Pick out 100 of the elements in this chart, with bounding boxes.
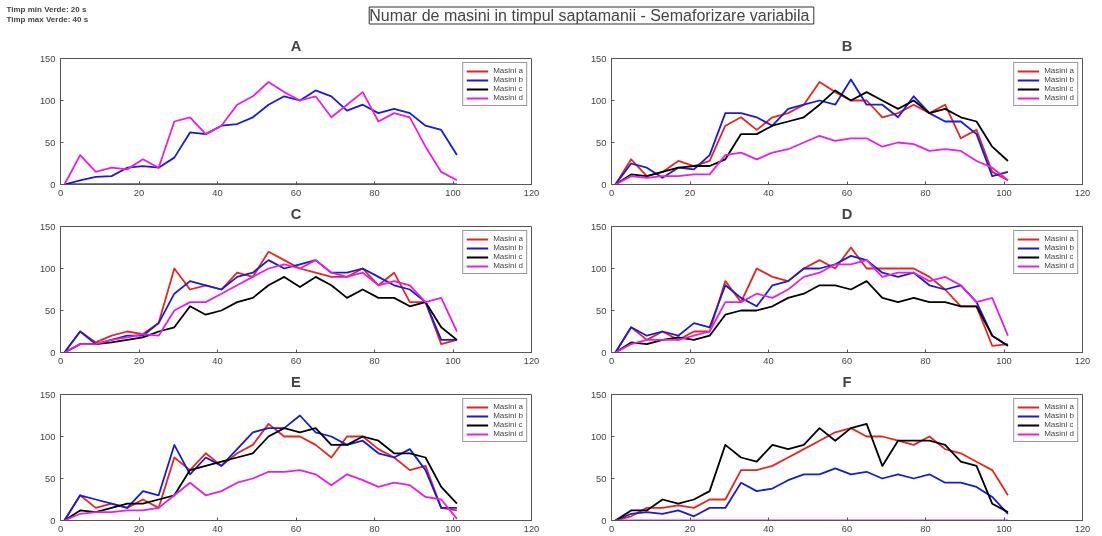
x-tick-label: 100 [445, 523, 461, 534]
y-tick-label: 50 [45, 473, 56, 484]
x-tick-label: 120 [523, 355, 540, 366]
x-tick-label: 60 [841, 187, 853, 198]
y-tick-label: 150 [39, 389, 56, 400]
legend-label: Masini c [1044, 252, 1074, 261]
x-tick-label: 120 [1074, 187, 1091, 198]
line-series [614, 134, 1009, 185]
x-tick-label: 20 [684, 187, 696, 198]
y-tick-label: 100 [590, 263, 607, 274]
x-tick-label: 80 [920, 187, 931, 198]
legend-label: Masini b [1044, 75, 1074, 84]
y-tick-label: 0 [50, 179, 56, 190]
y-tick-label: 0 [50, 515, 56, 526]
x-tick-label: 40 [763, 355, 774, 366]
legend-label: Masini a [1044, 234, 1074, 243]
text: Timp max Verde: 40 s [6, 15, 89, 24]
y-tick-label: 50 [596, 473, 607, 484]
x-tick-label: 60 [290, 355, 302, 366]
chart-title: D [841, 205, 853, 222]
legend-label: Masini a [493, 66, 523, 75]
x-tick-label: 40 [763, 523, 774, 534]
legend-label: Masini d [1044, 429, 1074, 438]
x-tick-label: 60 [841, 523, 853, 534]
x-tick-label: 80 [369, 523, 380, 534]
x-tick-label: 0 [57, 355, 64, 366]
y-tick-label: 100 [39, 431, 56, 442]
x-tick-label: 120 [1074, 523, 1091, 534]
chart-title: E [291, 373, 302, 390]
y-tick-label: 100 [590, 431, 607, 442]
x-tick-label: 80 [920, 355, 931, 366]
x-tick-label: 100 [996, 187, 1012, 198]
x-tick-label: 100 [996, 355, 1012, 366]
y-tick-label: 50 [596, 305, 607, 316]
y-tick-label: 0 [601, 179, 607, 190]
line-series [63, 469, 458, 521]
chart-title: F [842, 373, 852, 390]
x-tick-label: 120 [523, 187, 540, 198]
y-tick-label: 0 [50, 347, 56, 358]
legend-label: Masini a [493, 402, 523, 411]
x-tick-label: 120 [1074, 355, 1091, 366]
legend-label: Masini a [1044, 402, 1074, 411]
y-tick-label: 50 [45, 137, 56, 148]
chart-title: C [290, 205, 302, 222]
y-tick-label: 100 [39, 263, 56, 274]
legend-label: Masini d [1044, 261, 1074, 270]
legend-label: Masini a [493, 234, 523, 243]
x-tick-label: 0 [608, 355, 615, 366]
legend-label: Masini d [1044, 93, 1074, 102]
legend-label: Masini b [493, 411, 523, 420]
y-tick-label: 0 [601, 347, 607, 358]
x-tick-label: 40 [212, 187, 223, 198]
x-tick-label: 20 [133, 187, 145, 198]
x-tick-label: 120 [523, 523, 540, 534]
x-tick-label: 40 [763, 187, 774, 198]
x-tick-label: 100 [445, 187, 461, 198]
x-tick-label: 20 [684, 523, 696, 534]
x-tick-label: 20 [133, 523, 145, 534]
y-tick-label: 150 [590, 389, 607, 400]
y-tick-label: 150 [590, 221, 607, 232]
x-tick-label: 0 [57, 187, 64, 198]
x-tick-label: 80 [369, 355, 380, 366]
chart-title: B [841, 37, 853, 54]
legend-label: Masini c [1044, 420, 1074, 429]
x-tick-label: 40 [212, 355, 223, 366]
x-tick-label: 0 [608, 187, 615, 198]
y-tick-label: 150 [39, 53, 56, 64]
x-tick-label: 60 [290, 187, 302, 198]
x-tick-label: 80 [920, 523, 931, 534]
x-tick-label: 80 [369, 187, 380, 198]
x-tick-label: 0 [608, 523, 615, 534]
legend-label: Masini b [493, 243, 523, 252]
legend-label: Masini a [1044, 66, 1074, 75]
legend-label: Masini c [493, 252, 523, 261]
y-tick-label: 150 [39, 221, 56, 232]
y-tick-label: 100 [590, 95, 607, 106]
x-tick-label: 20 [684, 355, 696, 366]
x-tick-label: 40 [212, 523, 223, 534]
x-tick-label: 100 [996, 523, 1012, 534]
legend-label: Masini b [1044, 243, 1074, 252]
y-tick-label: 50 [596, 137, 607, 148]
x-tick-label: 0 [57, 523, 64, 534]
legend-label: Masini d [493, 429, 523, 438]
legend-label: Masini b [493, 75, 523, 84]
y-tick-label: 150 [590, 53, 607, 64]
y-tick-label: 50 [45, 305, 56, 316]
legend-label: Masini c [493, 420, 523, 429]
y-tick-label: 0 [601, 515, 607, 526]
text: Timp min Verde: 20 s [6, 5, 87, 14]
legend-label: Masini d [493, 261, 523, 270]
legend-label: Masini d [493, 93, 523, 102]
text: Numar de masini in timpul saptamanii - Semaforizare variabila [369, 7, 810, 24]
y-tick-label: 100 [39, 95, 56, 106]
x-tick-label: 20 [133, 355, 145, 366]
legend-label: Masini c [493, 84, 523, 93]
x-tick-label: 60 [290, 523, 302, 534]
chart-title: A [290, 37, 302, 54]
x-tick-label: 100 [445, 355, 461, 366]
x-tick-label: 60 [841, 355, 853, 366]
legend-label: Masini b [1044, 411, 1074, 420]
